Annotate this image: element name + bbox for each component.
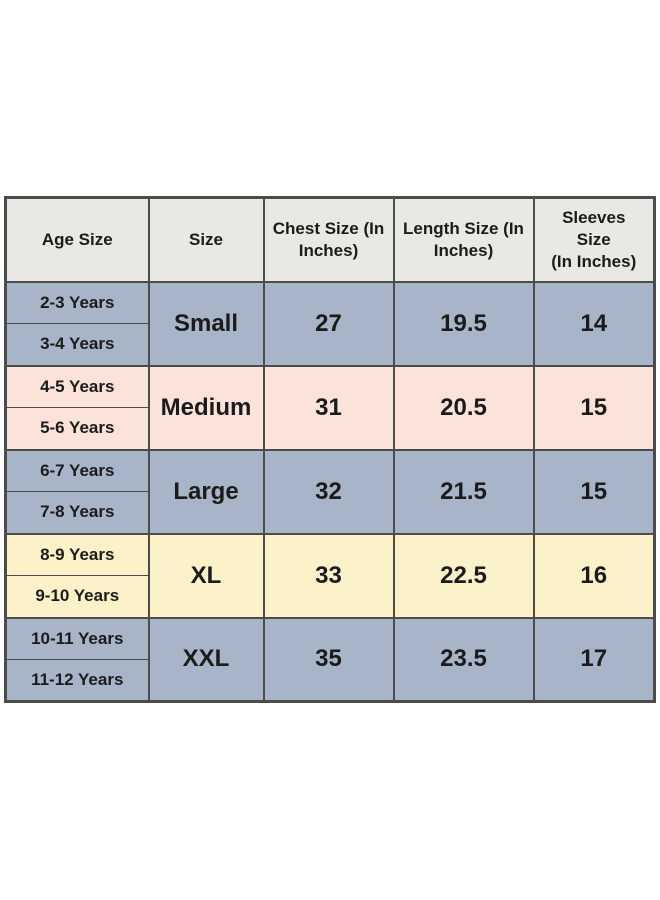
age-cell: 8-9 Years xyxy=(4,532,150,576)
length-cell: 22.5 xyxy=(392,532,535,619)
age-cell: 11-12 Years xyxy=(4,659,150,703)
length-cell: 20.5 xyxy=(392,364,535,451)
table-row-xl-1: 8-9 Years XL 33 22.5 16 xyxy=(4,532,656,619)
sleeves-cell: 15 xyxy=(532,364,656,451)
size-cell: Medium xyxy=(147,364,265,451)
chest-cell: 32 xyxy=(262,448,395,535)
size-chart-table: Age Size Size Chest Size (In Inches) Len… xyxy=(4,196,656,703)
chest-cell: 33 xyxy=(262,532,395,619)
table-row-large-1: 6-7 Years Large 32 21.5 15 xyxy=(4,448,656,535)
age-cell: 7-8 Years xyxy=(4,491,150,535)
sleeves-cell: 15 xyxy=(532,448,656,535)
table-row-medium-1: 4-5 Years Medium 31 20.5 15 xyxy=(4,364,656,451)
header-chest-size: Chest Size (In Inches) xyxy=(262,196,395,283)
age-cell: 6-7 Years xyxy=(4,448,150,492)
chest-cell: 27 xyxy=(262,280,395,367)
length-cell: 21.5 xyxy=(392,448,535,535)
age-cell: 4-5 Years xyxy=(4,364,150,408)
sleeves-cell: 17 xyxy=(532,616,656,703)
header-size: Size xyxy=(147,196,265,283)
size-cell: XL xyxy=(147,532,265,619)
header-age-size: Age Size xyxy=(4,196,150,283)
age-cell: 3-4 Years xyxy=(4,323,150,367)
age-cell: 2-3 Years xyxy=(4,280,150,324)
chest-cell: 35 xyxy=(262,616,395,703)
header-sleeves-size: Sleeves Size (In Inches) xyxy=(532,196,656,283)
table-row-xxl-1: 10-11 Years XXL 35 23.5 17 xyxy=(4,616,656,703)
sleeves-cell: 16 xyxy=(532,532,656,619)
size-cell: XXL xyxy=(147,616,265,703)
age-cell: 5-6 Years xyxy=(4,407,150,451)
age-cell: 10-11 Years xyxy=(4,616,150,660)
sleeves-cell: 14 xyxy=(532,280,656,367)
chest-cell: 31 xyxy=(262,364,395,451)
header-length-size: Length Size (In Inches) xyxy=(392,196,535,283)
length-cell: 19.5 xyxy=(392,280,535,367)
size-cell: Small xyxy=(147,280,265,367)
length-cell: 23.5 xyxy=(392,616,535,703)
table-row-small-1: 2-3 Years Small 27 19.5 14 xyxy=(4,280,656,367)
age-cell: 9-10 Years xyxy=(4,575,150,619)
size-cell: Large xyxy=(147,448,265,535)
header-row: Age Size Size Chest Size (In Inches) Len… xyxy=(4,196,656,283)
